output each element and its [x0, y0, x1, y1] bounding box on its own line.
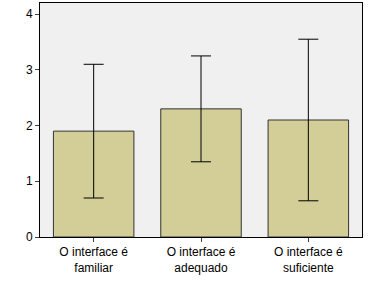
svg-text:O interface éfamiliar: O interface éfamiliar — [59, 245, 128, 275]
svg-text:2: 2 — [26, 119, 33, 133]
svg-text:O interface ésuficiente: O interface ésuficiente — [274, 245, 343, 275]
svg-text:4: 4 — [26, 7, 33, 21]
svg-text:1: 1 — [26, 174, 33, 188]
svg-text:O interface éadequado: O interface éadequado — [167, 245, 236, 275]
svg-text:3: 3 — [26, 63, 33, 77]
svg-text:0: 0 — [26, 230, 33, 244]
